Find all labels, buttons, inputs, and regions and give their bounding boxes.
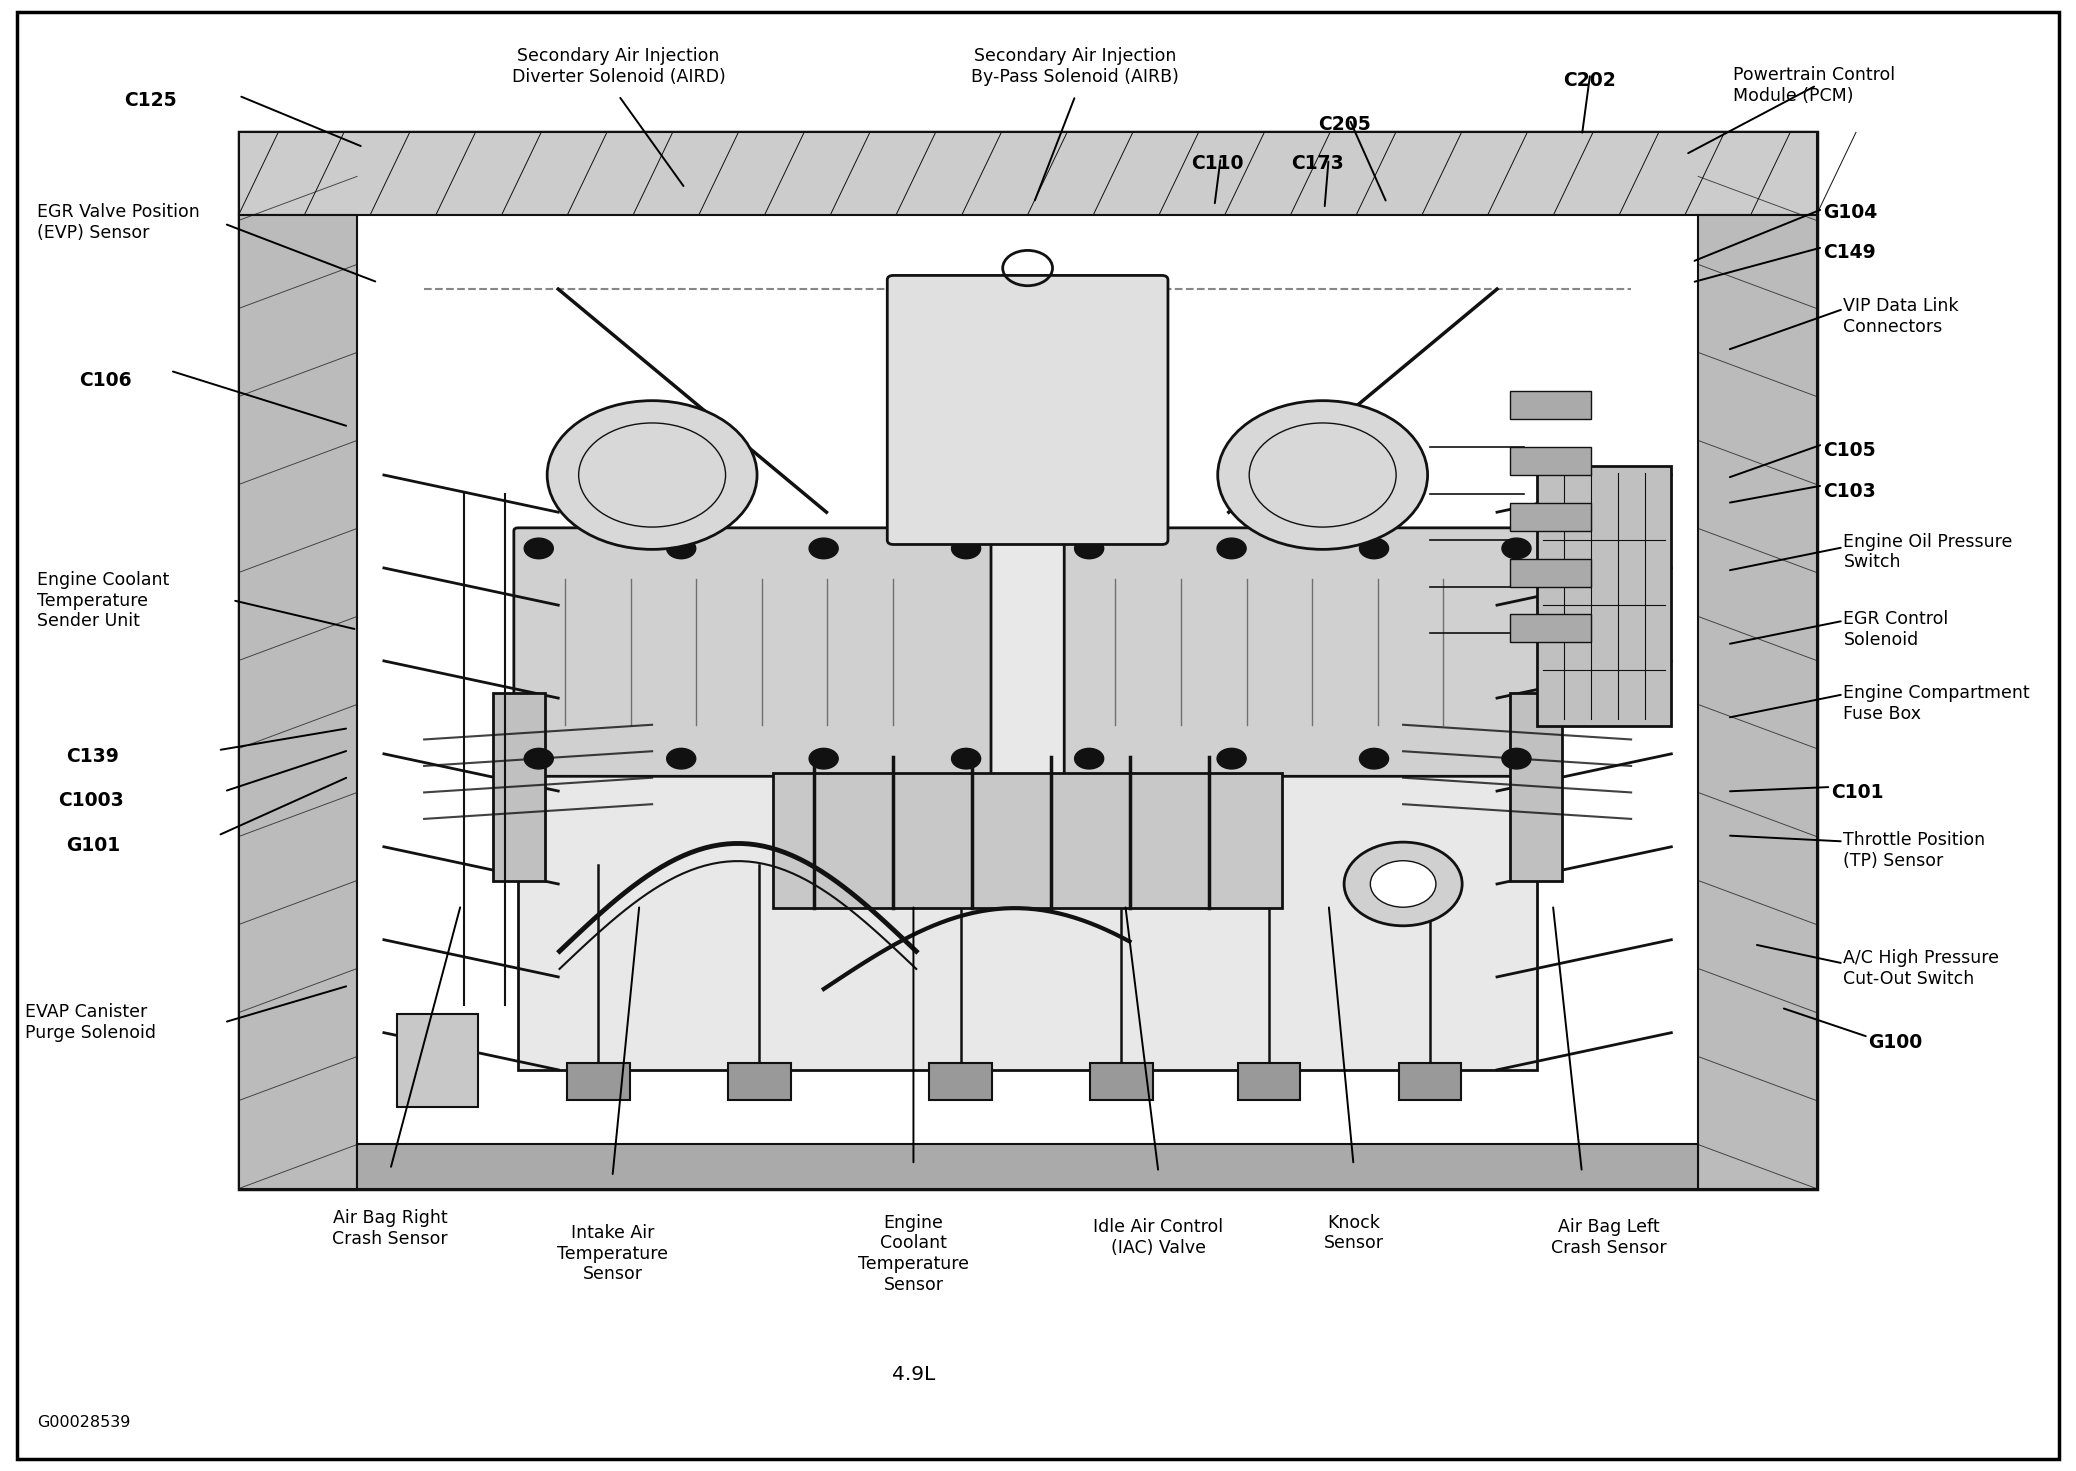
Circle shape	[951, 538, 980, 559]
Circle shape	[1217, 749, 1246, 769]
Text: C125: C125	[125, 91, 176, 110]
Text: EGR Valve Position
(EVP) Sensor: EGR Valve Position (EVP) Sensor	[37, 203, 199, 241]
FancyBboxPatch shape	[1065, 528, 1540, 777]
Text: C106: C106	[79, 371, 131, 390]
Bar	[1511, 391, 1590, 419]
Circle shape	[1219, 400, 1428, 549]
Circle shape	[1075, 538, 1104, 559]
Text: C1003: C1003	[58, 791, 125, 811]
Text: G00028539: G00028539	[37, 1415, 131, 1430]
Bar	[1698, 215, 1816, 1189]
Bar	[729, 1064, 791, 1100]
Text: Engine Coolant
Temperature
Sender Unit: Engine Coolant Temperature Sender Unit	[37, 571, 170, 631]
Text: C101: C101	[1831, 783, 1883, 802]
Circle shape	[548, 400, 758, 549]
Bar	[1511, 503, 1590, 531]
Text: Engine
Coolant
Temperature
Sensor: Engine Coolant Temperature Sensor	[857, 1214, 969, 1294]
Bar	[567, 1064, 629, 1100]
Bar	[239, 132, 1816, 1189]
Bar	[494, 693, 546, 881]
Bar	[239, 215, 357, 1189]
Circle shape	[810, 749, 839, 769]
Text: EGR Control
Solenoid: EGR Control Solenoid	[1843, 610, 1949, 649]
Text: C103: C103	[1823, 482, 1875, 502]
Text: Powertrain Control
Module (PCM): Powertrain Control Module (PCM)	[1733, 66, 1895, 104]
Bar	[519, 531, 1536, 1069]
Text: C205: C205	[1318, 115, 1370, 134]
Text: Intake Air
Temperature
Sensor: Intake Air Temperature Sensor	[556, 1224, 668, 1284]
Bar	[1399, 1064, 1462, 1100]
Circle shape	[951, 749, 980, 769]
Bar	[1237, 1064, 1300, 1100]
Circle shape	[1217, 538, 1246, 559]
Text: A/C High Pressure
Cut-Out Switch: A/C High Pressure Cut-Out Switch	[1843, 949, 1999, 987]
Text: C110: C110	[1192, 154, 1244, 174]
Circle shape	[666, 538, 695, 559]
Text: C173: C173	[1291, 154, 1343, 174]
Text: C105: C105	[1823, 441, 1875, 460]
Circle shape	[1360, 538, 1389, 559]
FancyBboxPatch shape	[515, 528, 990, 777]
Text: C202: C202	[1563, 71, 1615, 90]
Text: Engine Compartment
Fuse Box: Engine Compartment Fuse Box	[1843, 684, 2030, 722]
Circle shape	[1360, 749, 1389, 769]
Bar	[1536, 466, 1671, 727]
Text: G101: G101	[66, 836, 120, 855]
Text: C139: C139	[66, 747, 118, 766]
Bar	[772, 774, 1283, 908]
Text: G104: G104	[1823, 203, 1877, 222]
FancyBboxPatch shape	[886, 275, 1169, 544]
Circle shape	[810, 538, 839, 559]
Text: VIP Data Link
Connectors: VIP Data Link Connectors	[1843, 297, 1960, 335]
Bar	[397, 1014, 477, 1108]
Bar	[1511, 559, 1590, 587]
Circle shape	[1501, 538, 1530, 559]
Text: Idle Air Control
(IAC) Valve: Idle Air Control (IAC) Valve	[1094, 1218, 1223, 1256]
Circle shape	[1343, 841, 1462, 925]
Circle shape	[1501, 749, 1530, 769]
Circle shape	[666, 749, 695, 769]
Text: Engine Oil Pressure
Switch: Engine Oil Pressure Switch	[1843, 533, 2014, 571]
Text: Throttle Position
(TP) Sensor: Throttle Position (TP) Sensor	[1843, 831, 1985, 869]
Bar	[1509, 693, 1561, 881]
Text: Secondary Air Injection
By-Pass Solenoid (AIRB): Secondary Air Injection By-Pass Solenoid…	[972, 47, 1179, 85]
Text: C149: C149	[1823, 243, 1875, 262]
Text: Air Bag Left
Crash Sensor: Air Bag Left Crash Sensor	[1551, 1218, 1667, 1256]
Text: G100: G100	[1868, 1033, 1922, 1052]
Bar	[930, 1064, 992, 1100]
Circle shape	[1370, 861, 1437, 908]
Circle shape	[525, 749, 554, 769]
Circle shape	[525, 538, 554, 559]
Text: EVAP Canister
Purge Solenoid: EVAP Canister Purge Solenoid	[25, 1003, 156, 1041]
Bar	[1511, 447, 1590, 475]
Text: 4.9L: 4.9L	[893, 1365, 934, 1384]
Text: Secondary Air Injection
Diverter Solenoid (AIRD): Secondary Air Injection Diverter Solenoi…	[513, 47, 725, 85]
Bar	[1090, 1064, 1152, 1100]
Text: Air Bag Right
Crash Sensor: Air Bag Right Crash Sensor	[332, 1209, 448, 1247]
Bar	[1511, 615, 1590, 643]
Circle shape	[1075, 749, 1104, 769]
Text: Knock
Sensor: Knock Sensor	[1324, 1214, 1383, 1252]
Bar	[239, 132, 1816, 215]
Bar	[357, 1144, 1698, 1189]
